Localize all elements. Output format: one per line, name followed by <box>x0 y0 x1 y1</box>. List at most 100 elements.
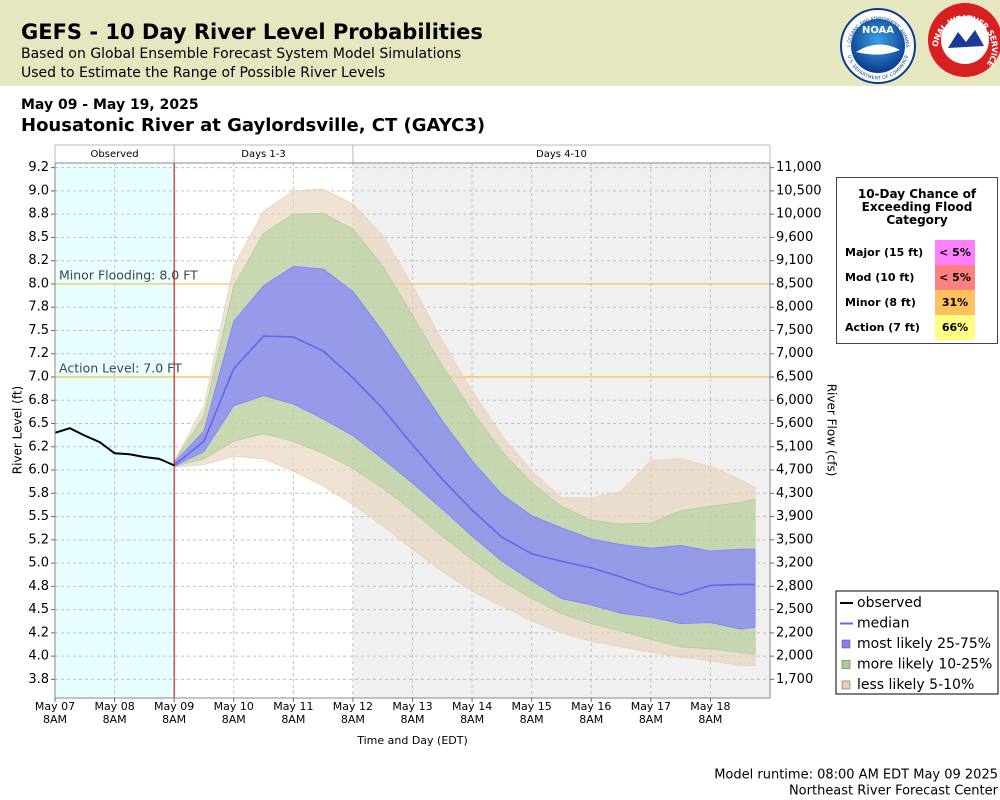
y2-tick-label: 10,500 <box>776 183 822 198</box>
threshold-label: Minor Flooding: 8.0 FT <box>59 267 198 282</box>
y-tick-label: 6.2 <box>28 439 49 454</box>
x-axis-label: Time and Day (EDT) <box>356 734 468 747</box>
x-tick-label: May 17 8AM <box>630 700 671 726</box>
flood-row-label: Minor (8 ft) <box>845 296 916 309</box>
y2-tick-label: 3,200 <box>776 556 813 571</box>
period-label: Days 1-3 <box>241 149 285 160</box>
y2-tick-label: 1,700 <box>776 672 813 687</box>
series-line <box>54 427 175 467</box>
x-tick-label: May 08 8AM <box>94 700 135 726</box>
legend-label: more likely 10-25% <box>857 657 992 673</box>
y-tick-label: 4.8 <box>28 579 49 594</box>
y-tick-label: 7.8 <box>28 300 49 315</box>
x-tick-label: May 07 8AM <box>34 700 76 726</box>
y2-tick-label: 11,000 <box>776 160 822 175</box>
y2-tick-label: 2,800 <box>776 579 813 594</box>
subtitle: Based on Global Ensemble Forecast System… <box>21 46 461 62</box>
y-tick-label: 8.2 <box>28 253 49 268</box>
flood-row: Minor (8 ft) 31% <box>837 290 997 315</box>
y2-tick-label: 9,600 <box>776 230 813 245</box>
footer-center: Northeast River Forecast Center <box>789 784 999 799</box>
y2-tick-label: 4,700 <box>776 463 813 478</box>
y-tick-label: 3.8 <box>28 672 49 687</box>
date-range: May 09 - May 19, 2025 <box>21 97 199 113</box>
threshold-label: Action Level: 7.0 FT <box>59 361 182 376</box>
y2-axis-label: River Flow (cfs) <box>825 384 839 477</box>
flood-table: 10-Day Chance of Exceeding Flood Categor… <box>836 177 998 344</box>
legend-label: less likely 5-10% <box>857 677 974 693</box>
location: Housatonic River at Gaylordsville, CT (G… <box>21 115 485 136</box>
y2-tick-label: 6,500 <box>776 370 813 385</box>
x-tick-label: May 12 8AM <box>332 700 374 726</box>
y-tick-label: 4.2 <box>28 625 49 640</box>
y2-tick-label: 10,000 <box>776 207 822 222</box>
series-line <box>173 335 756 596</box>
y-tick-label: 7.5 <box>28 323 49 338</box>
flood-row-chance: < 5% <box>935 240 975 265</box>
flood-row-label: Major (15 ft) <box>845 246 924 259</box>
y2-tick-label: 4,300 <box>776 486 813 501</box>
flood-row-chance: < 5% <box>935 265 975 290</box>
flood-row-chance: 31% <box>935 290 975 315</box>
y-tick-label: 5.2 <box>28 532 49 547</box>
y-tick-label: 6.8 <box>28 393 49 408</box>
y-tick-label: 8.0 <box>28 276 49 291</box>
x-tick-label: May 13 8AM <box>392 700 433 726</box>
plot-frame <box>54 162 771 699</box>
legend-swatch <box>841 680 851 690</box>
title: GEFS - 10 Day River Level Probabilities <box>21 20 483 44</box>
y2-tick-label: 7,000 <box>776 346 813 361</box>
x-tick-label: May 11 8AM <box>273 700 314 726</box>
x-tick-label: May 18 8AM <box>690 700 731 726</box>
footer-runtime: Model runtime: 08:00 AM EDT May 09 2025 <box>714 768 998 783</box>
y-tick-label: 6.0 <box>28 463 49 478</box>
y2-tick-label: 8,500 <box>776 276 813 291</box>
y-tick-label: 4.0 <box>28 649 49 664</box>
header-band <box>0 0 1000 86</box>
y-tick-label: 9.0 <box>28 183 49 198</box>
logo-text: NOAA <box>862 25 894 36</box>
y2-tick-label: 3,900 <box>776 509 813 524</box>
y-tick-label: 5.8 <box>28 486 49 501</box>
y-axis-label: River Level (ft) <box>11 386 25 474</box>
x-tick-label: May 10 8AM <box>213 700 254 726</box>
flood-row: Action (7 ft) 66% <box>837 315 997 340</box>
y-tick-label: 7.2 <box>28 346 49 361</box>
y-tick-label: 8.8 <box>28 207 49 222</box>
y2-tick-label: 6,000 <box>776 393 813 408</box>
y2-tick-label: 8,000 <box>776 300 813 315</box>
y-tick-label: 8.5 <box>28 230 49 245</box>
y-tick-label: 5.0 <box>28 556 49 571</box>
flood-row: Mod (10 ft) < 5% <box>837 265 997 290</box>
flood-row-label: Mod (10 ft) <box>845 271 915 284</box>
legend-swatch <box>841 660 851 669</box>
y2-tick-label: 2,500 <box>776 602 813 617</box>
x-tick-label: May 16 8AM <box>571 700 612 726</box>
period-label: Observed <box>91 149 139 160</box>
legend-label: most likely 25-75% <box>857 636 991 652</box>
flood-table-title: 10-Day Chance of Exceeding Flood Categor… <box>857 187 977 227</box>
y2-tick-label: 2,200 <box>776 625 813 640</box>
x-tick-label: May 15 8AM <box>511 700 552 726</box>
flood-row-chance: 66% <box>935 315 975 340</box>
y-tick-label: 4.5 <box>28 602 49 617</box>
y2-tick-label: 3,500 <box>776 532 813 547</box>
y2-tick-label: 5,100 <box>776 439 813 454</box>
y-tick-label: 9.2 <box>28 160 49 175</box>
legend-label: median <box>857 616 909 632</box>
y2-tick-label: 2,000 <box>776 649 813 664</box>
y2-tick-label: 9,100 <box>776 253 813 268</box>
y-tick-label: 7.0 <box>28 370 49 385</box>
legend-label: observed <box>857 595 922 611</box>
flood-row-label: Action (7 ft) <box>845 321 920 334</box>
y-tick-label: 6.5 <box>28 416 49 431</box>
x-tick-label: May 09 8AM <box>154 700 195 726</box>
y2-tick-label: 7,500 <box>776 323 813 338</box>
probability-band <box>173 265 756 630</box>
x-tick-label: May 14 8AM <box>451 700 493 726</box>
y-tick-label: 5.5 <box>28 509 49 524</box>
subtitle: Used to Estimate the Range of Possible R… <box>21 65 385 81</box>
period-label: Days 4-10 <box>536 149 587 160</box>
